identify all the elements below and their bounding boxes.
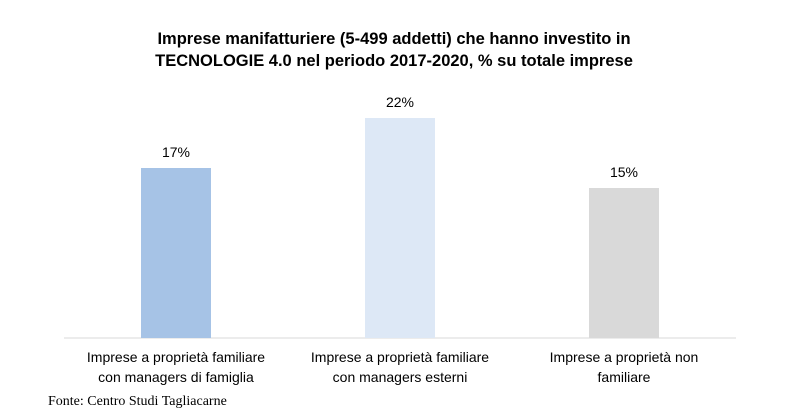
bar-3 (589, 188, 659, 338)
x-tick-label-3: Imprese a proprietà non familiare (550, 349, 699, 385)
x-tick-label-3-line-1: Imprese a proprietà non (550, 349, 699, 365)
x-tick-label-2-line-1: Imprese a proprietà familiare (311, 349, 489, 365)
data-label-1: 17% (162, 144, 190, 160)
source-note: Fonte: Centro Studi Tagliacarne (48, 394, 227, 409)
x-tick-label-3-line-2: familiare (598, 369, 651, 385)
x-tick-label-2: Imprese a proprietà familiare con manager… (311, 349, 489, 385)
data-labels: 17% 22% 15% (162, 94, 638, 180)
x-tick-label-1-line-2: con managers di famiglia (98, 369, 254, 385)
x-tick-label-1: Imprese a proprietà familiare con manager… (87, 349, 265, 385)
chart-title: Imprese manifatturiere (5-499 addetti) c… (0, 28, 788, 72)
data-label-3: 15% (610, 164, 638, 180)
x-tick-label-2-line-2: con managers esterni (333, 369, 468, 385)
data-label-2: 22% (386, 94, 414, 110)
chart-title-line-1: Imprese manifatturiere (5-499 addetti) c… (157, 30, 631, 48)
chart-title-line-2: TECNOLOGIE 4.0 nel periodo 2017-2020, % … (155, 52, 633, 70)
x-tick-labels: Imprese a proprietà familiare con manager… (87, 349, 698, 385)
bars (141, 118, 659, 338)
x-tick-label-1-line-1: Imprese a proprietà familiare (87, 349, 265, 365)
bar-1 (141, 168, 211, 338)
bar-2 (365, 118, 435, 338)
